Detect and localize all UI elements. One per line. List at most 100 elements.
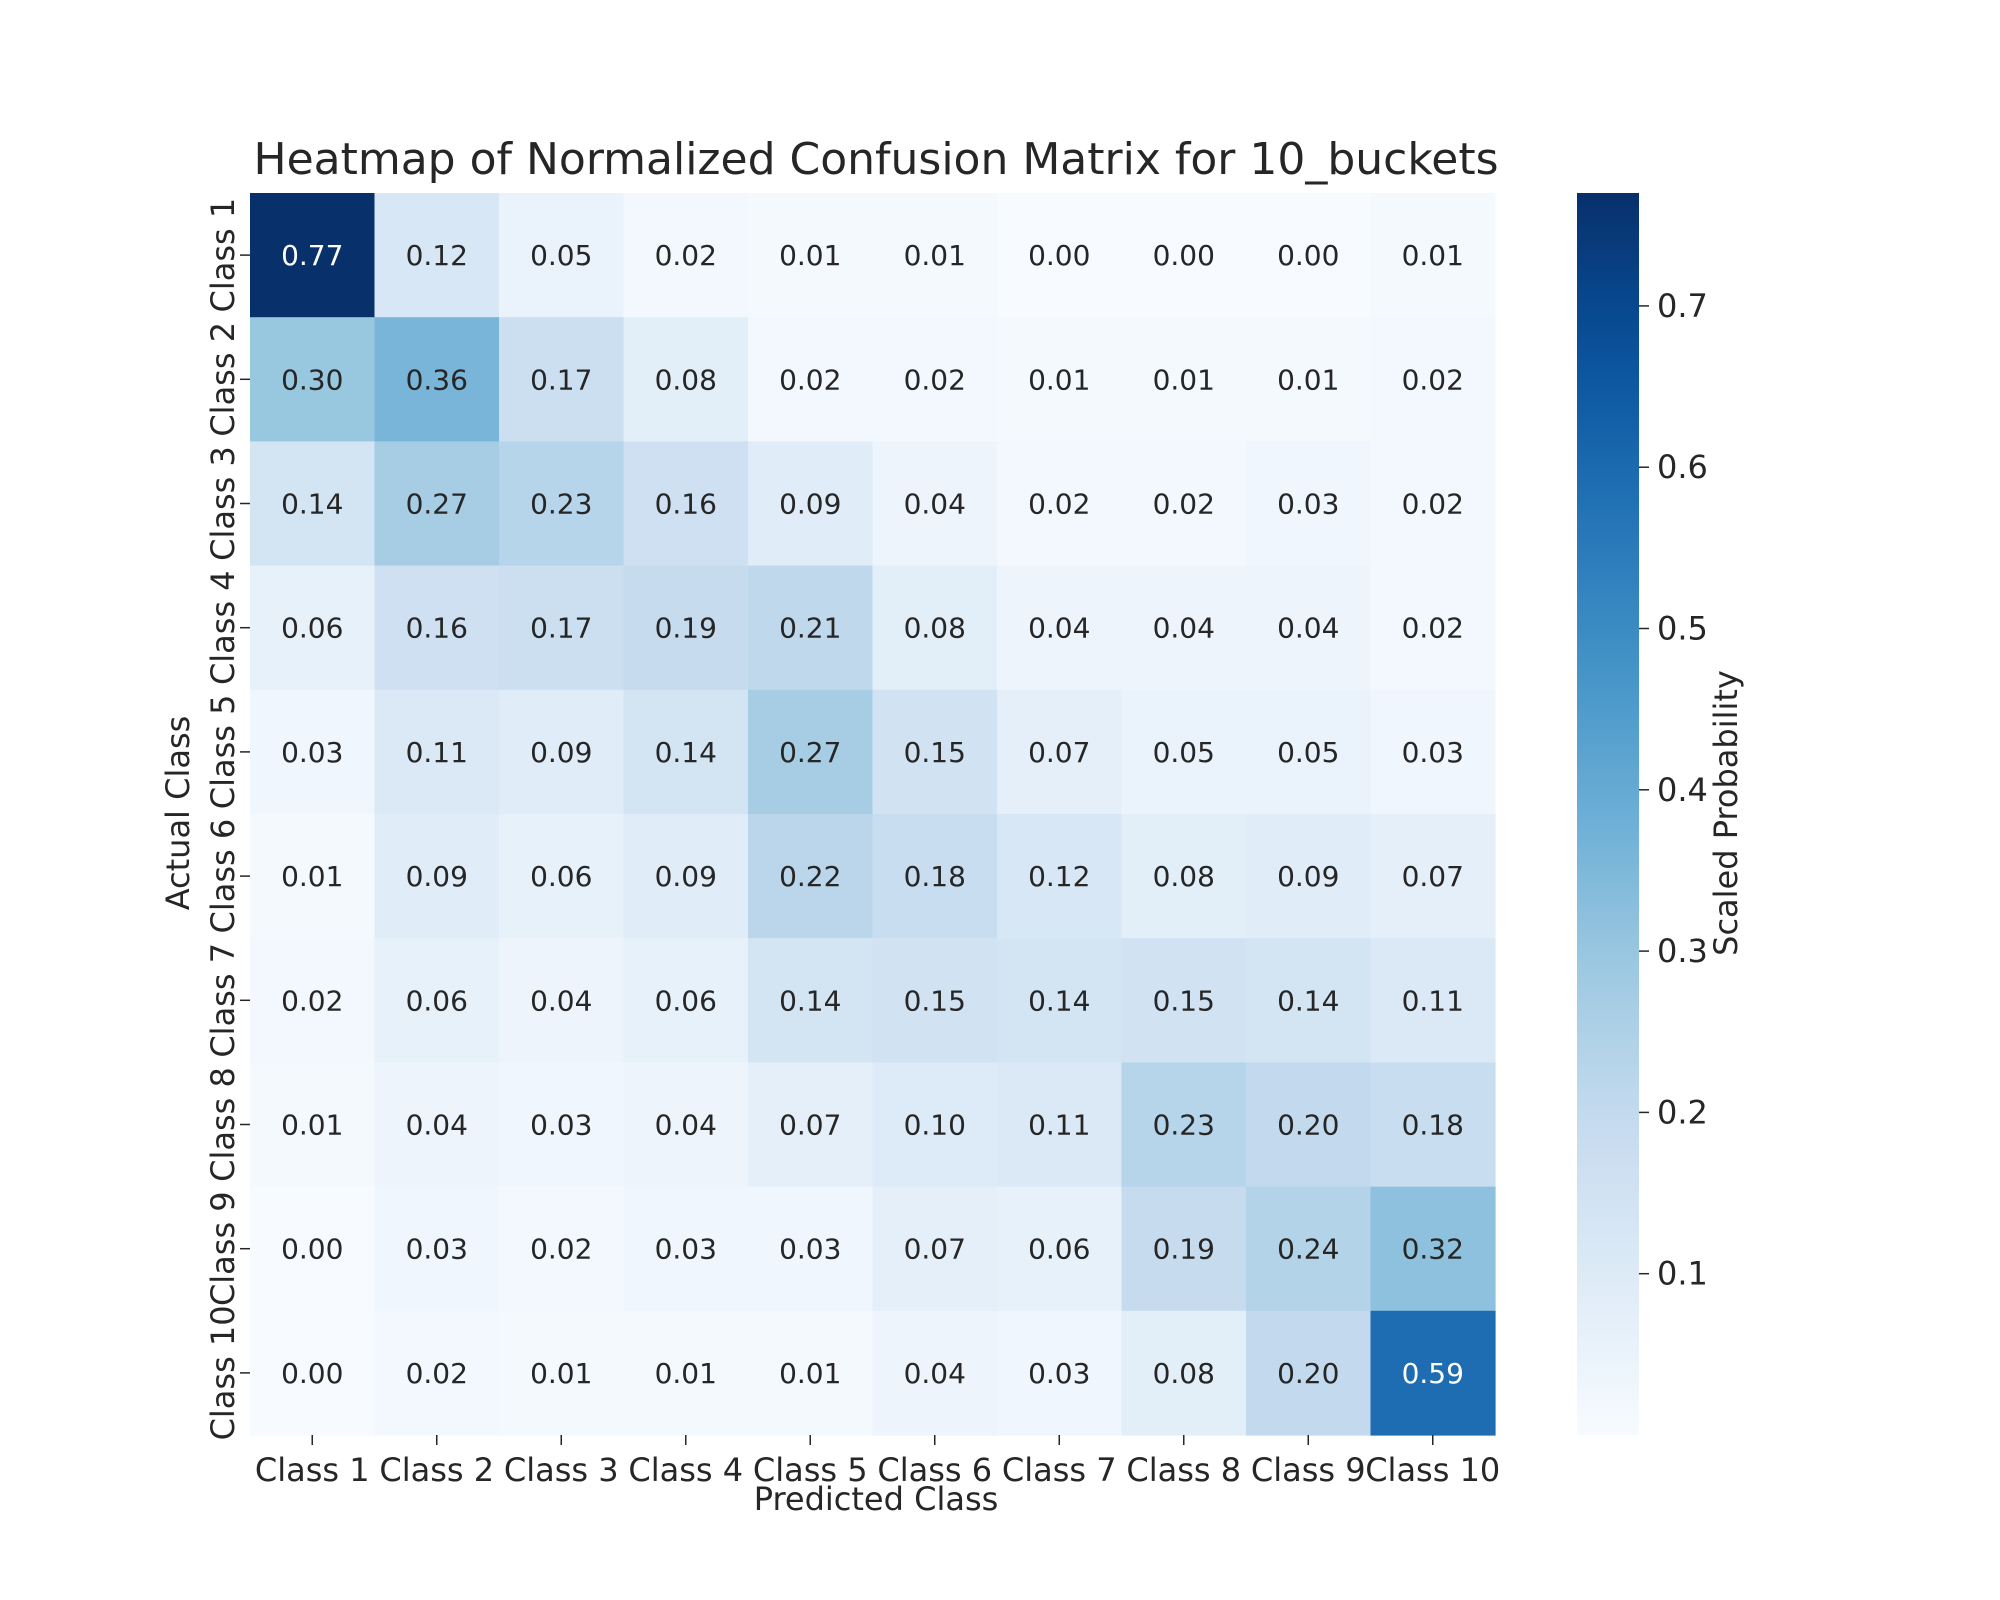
cell-value-label: 0.08: [655, 363, 717, 396]
y-tick-label: Class 5: [204, 695, 242, 810]
cell-value-label: 0.10: [904, 1109, 966, 1142]
heatmap-cell: [997, 689, 1123, 815]
cell-value-label: 0.32: [1402, 1233, 1464, 1266]
cell-value-label: 0.06: [655, 984, 717, 1017]
x-tick-label: Class 3: [504, 1451, 619, 1489]
heatmap-cell: [872, 689, 998, 815]
cell-value-label: 0.59: [1402, 1357, 1464, 1390]
heatmap-cell: [997, 441, 1123, 567]
cell-value-label: 0.77: [281, 239, 343, 272]
heatmap-cell: [499, 1310, 625, 1436]
y-tick-label: Class 7: [204, 943, 242, 1058]
heatmap-cell: [499, 441, 625, 567]
cell-value-label: 0.15: [1153, 984, 1215, 1017]
heatmap-cell: [1370, 689, 1496, 815]
heatmap-cell: [872, 193, 998, 318]
cell-value-label: 0.09: [1277, 860, 1339, 893]
colorbar-tick-label: 0.7: [1657, 287, 1708, 325]
cell-value-label: 0.01: [779, 239, 841, 272]
cell-value-label: 0.04: [904, 488, 966, 521]
heatmap-cell: [1246, 441, 1372, 567]
cell-value-label: 0.01: [1153, 363, 1215, 396]
cell-value-label: 0.00: [1028, 239, 1090, 272]
heatmap-cell: [250, 193, 376, 318]
y-tick-label: Class 1: [204, 198, 242, 313]
heatmap-cell: [250, 1310, 376, 1436]
cell-value-label: 0.02: [1028, 488, 1090, 521]
colorbar-tick-label: 0.3: [1657, 932, 1708, 970]
heatmap-cell: [623, 193, 749, 318]
heatmap-cell: [623, 814, 749, 939]
heatmap-cell: [1121, 193, 1247, 318]
heatmap-cell: [872, 1310, 998, 1436]
cell-value-label: 0.00: [281, 1357, 343, 1390]
cell-value-label: 0.04: [1153, 612, 1215, 645]
cell-value-label: 0.03: [281, 736, 343, 769]
heatmap-cell: [1370, 565, 1496, 691]
cell-value-label: 0.09: [406, 860, 468, 893]
cell-value-label: 0.12: [406, 239, 468, 272]
cell-value-label: 0.14: [1028, 984, 1090, 1017]
colorbar-tick-label: 0.1: [1657, 1255, 1708, 1293]
y-tick-label: Class 6: [204, 819, 242, 934]
cell-value-label: 0.16: [655, 488, 717, 521]
cell-value-label: 0.30: [281, 363, 343, 396]
heatmap-cell: [623, 317, 749, 442]
heatmap-cell: [250, 814, 376, 939]
heatmap-cell: [872, 441, 998, 567]
cell-value-label: 0.04: [1028, 612, 1090, 645]
cell-value-label: 0.07: [779, 1109, 841, 1142]
chart-title: Heatmap of Normalized Confusion Matrix f…: [253, 134, 1498, 185]
cell-value-label: 0.01: [1402, 239, 1464, 272]
cell-value-label: 0.03: [406, 1233, 468, 1266]
x-axis-label: Predicted Class: [754, 1480, 999, 1518]
heatmap-cell: [250, 441, 376, 567]
heatmap-cell: [623, 565, 749, 691]
cell-value-label: 0.22: [779, 860, 841, 893]
heatmap-cell: [1121, 1186, 1247, 1312]
cell-value-label: 0.02: [779, 363, 841, 396]
heatmap-cells: [250, 193, 1496, 1436]
heatmap-cell: [623, 1186, 749, 1312]
heatmap-cell: [748, 1062, 874, 1188]
heatmap-cell: [374, 193, 500, 318]
heatmap-cell: [748, 441, 874, 567]
heatmap-cell: [1246, 814, 1372, 939]
cell-value-label: 0.01: [281, 1109, 343, 1142]
y-tick-label: Class 2: [204, 322, 242, 437]
heatmap-cell: [374, 1310, 500, 1436]
heatmap-cell: [623, 689, 749, 815]
heatmap-cell: [1246, 1062, 1372, 1188]
cell-value-label: 0.04: [655, 1109, 717, 1142]
cell-value-label: 0.09: [779, 488, 841, 521]
heatmap-cell: [1121, 1062, 1247, 1188]
heatmap-cell: [1370, 1186, 1496, 1312]
cell-value-label: 0.08: [904, 612, 966, 645]
cell-value-label: 0.00: [1153, 239, 1215, 272]
heatmap-cell: [374, 689, 500, 815]
cell-value-label: 0.05: [1153, 736, 1215, 769]
heatmap-cell: [374, 1186, 500, 1312]
cell-value-label: 0.01: [530, 1357, 592, 1390]
x-tick-label: Class 6: [877, 1451, 992, 1489]
heatmap-cell-labels: 0.77 0.12 0.05 0.02 0.01 0.01 0.00 0.00 0.00 0.01…: [281, 239, 1464, 1390]
cell-value-label: 0.02: [530, 1233, 592, 1266]
cell-value-label: 0.17: [530, 363, 592, 396]
heatmap-cell: [1246, 1186, 1372, 1312]
heatmap-cell: [1370, 938, 1496, 1063]
heatmap-cell: [1121, 565, 1247, 691]
y-axis-label: Actual Class: [159, 716, 197, 911]
cell-value-label: 0.02: [904, 363, 966, 396]
heatmap-cell: [748, 193, 874, 318]
cell-value-label: 0.02: [281, 984, 343, 1017]
heatmap-cell: [250, 1062, 376, 1188]
heatmap-cell: [872, 317, 998, 442]
heatmap-cell: [748, 1186, 874, 1312]
cell-value-label: 0.04: [904, 1357, 966, 1390]
heatmap-cell: [250, 565, 376, 691]
cell-value-label: 0.01: [1028, 363, 1090, 396]
cell-value-label: 0.14: [1277, 984, 1339, 1017]
heatmap-cell: [1370, 441, 1496, 567]
x-tick-label: Class 7: [1002, 1451, 1117, 1489]
heatmap-cell: [250, 317, 376, 442]
